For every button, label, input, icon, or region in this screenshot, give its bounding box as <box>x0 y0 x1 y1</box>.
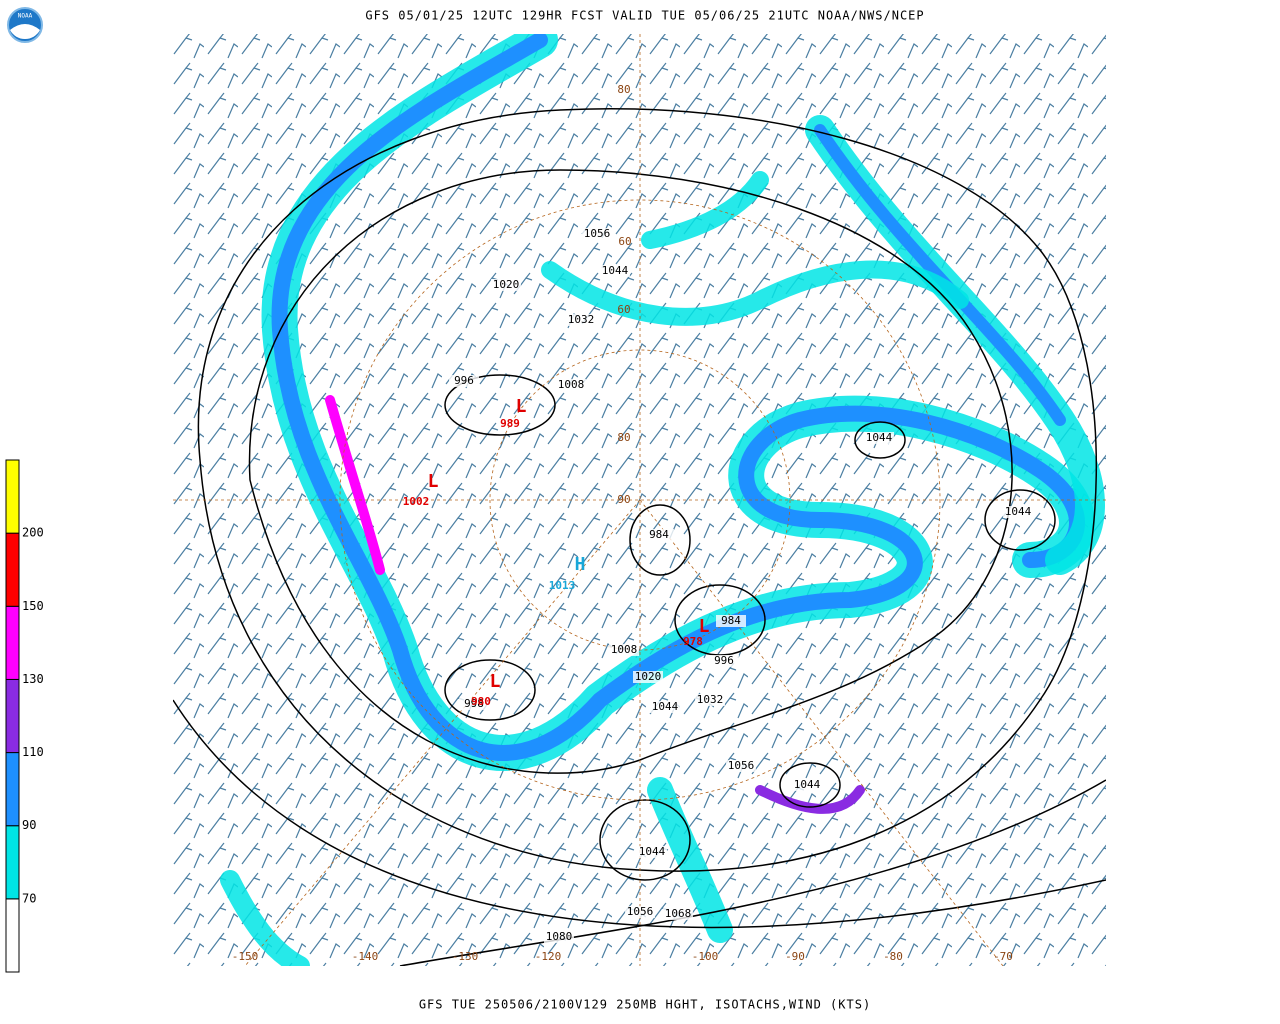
contour-label-bg <box>695 694 725 706</box>
colorbar-swatch <box>5 459 20 534</box>
colorbar-label: 130 <box>22 672 44 686</box>
contour-label: 1044 <box>866 431 893 444</box>
lat-label: 60 <box>617 303 630 316</box>
contour-label: 1020 <box>493 278 520 291</box>
colorbar: 70 90 110 130 150 200 <box>5 459 44 973</box>
lon-label: -130 <box>452 950 479 963</box>
contour-label-bg <box>716 615 746 627</box>
logo: NOAA <box>7 7 43 43</box>
contour-labels: 1056 1044 1020 1032 996 1008 1044 1044 984 984 100… <box>449 227 1033 943</box>
contour-label-bg <box>650 701 680 713</box>
high-value: 1013 <box>549 579 576 592</box>
contour-label: 1044 <box>639 845 666 858</box>
contour-label: 1032 <box>697 693 724 706</box>
contour-label: 1044 <box>602 264 629 277</box>
contour-label: 1044 <box>1005 505 1032 518</box>
contour-label-bg <box>609 644 639 656</box>
contour-label-bg <box>726 760 756 772</box>
contour-label-bg <box>566 314 596 326</box>
lon-label: -70 <box>993 950 1013 963</box>
contour-label-bg <box>582 228 612 240</box>
contour-label-bg <box>625 906 655 918</box>
colorbar-label: 70 <box>22 891 36 905</box>
contour-label-bg <box>459 698 489 710</box>
contour-label-bg <box>644 529 674 541</box>
contour-label: 984 <box>721 614 741 627</box>
lon-label: -120 <box>535 950 562 963</box>
logo-text: NOAA <box>18 13 33 20</box>
contour-label-bg <box>633 671 663 683</box>
colorbar-label: 150 <box>22 599 44 613</box>
contour-label: 984 <box>649 528 669 541</box>
contour-label-bg <box>449 375 479 387</box>
pressure-centers: L 989 L 1002 L 978 L 980 H 1013 <box>403 396 710 708</box>
lat-label: 60 <box>618 235 631 248</box>
contour-label-bg <box>1003 506 1033 518</box>
longitude-labels: -150 -140 -130 -120 -100 -90 -80 -70 <box>232 950 1013 963</box>
colorbar-swatch <box>5 825 20 900</box>
lon-label: -90 <box>785 950 805 963</box>
contour-label-bg <box>864 432 894 444</box>
low-value: 1002 <box>403 495 430 508</box>
contour-label: 996 <box>714 654 734 667</box>
contour-label: 1008 <box>558 378 585 391</box>
lat-label: 80 <box>617 83 630 96</box>
contour-label: 1068 <box>665 907 692 920</box>
latitude-labels: 80 60 60 80 90 <box>617 83 631 506</box>
colorbar-label: 200 <box>22 526 44 540</box>
contour-label-bg <box>637 846 667 858</box>
colorbar-swatch <box>5 605 20 680</box>
contour-label: 1020 <box>635 670 662 683</box>
contour-label: 1032 <box>568 313 595 326</box>
contour-label: 1056 <box>584 227 611 240</box>
contour-label: 998 <box>464 697 484 710</box>
low-value: 978 <box>683 635 703 648</box>
contour-label-bg <box>792 779 822 791</box>
colorbar-swatch <box>5 898 20 973</box>
low-value: 980 <box>471 695 491 708</box>
colorbar-swatch <box>5 532 20 607</box>
footer-caption: GFS TUE 250506/2100V129 250MB HGHT, ISOT… <box>419 998 871 1012</box>
high-symbol: H <box>575 554 586 575</box>
title: GFS 05/01/25 12UTC 129HR FCST VALID TUE … <box>365 9 924 23</box>
colorbar-swatch <box>5 678 20 754</box>
low-value: 989 <box>500 417 520 430</box>
contour-label-bg <box>600 265 630 277</box>
lon-label: -150 <box>232 950 259 963</box>
contour-label-bg <box>491 279 521 291</box>
map <box>173 34 1106 966</box>
contour-label-bg <box>556 379 586 391</box>
colorbar-swatch <box>5 752 20 827</box>
contour-label: 996 <box>454 374 474 387</box>
lon-label: -80 <box>883 950 903 963</box>
low-symbol: L <box>428 471 439 492</box>
contour-label: 1008 <box>611 643 638 656</box>
contour-label: 1080 <box>546 930 573 943</box>
contour-label: 1044 <box>652 700 679 713</box>
colorbar-label: 110 <box>22 745 44 759</box>
colorbar-label: 90 <box>22 818 36 832</box>
lon-label: -140 <box>352 950 379 963</box>
contour-label: 1056 <box>627 905 654 918</box>
contour-label-bg <box>663 908 693 920</box>
lat-label: 90 <box>617 493 630 506</box>
contour-label: 1056 <box>728 759 755 772</box>
low-symbol: L <box>490 671 501 692</box>
contour-label: 1044 <box>794 778 821 791</box>
lon-label: -100 <box>692 950 719 963</box>
low-symbol: L <box>516 396 527 417</box>
low-symbol: L <box>699 616 710 637</box>
contour-label-bg <box>544 931 574 943</box>
lat-label: 80 <box>617 431 630 444</box>
contour-label-bg <box>709 655 739 667</box>
